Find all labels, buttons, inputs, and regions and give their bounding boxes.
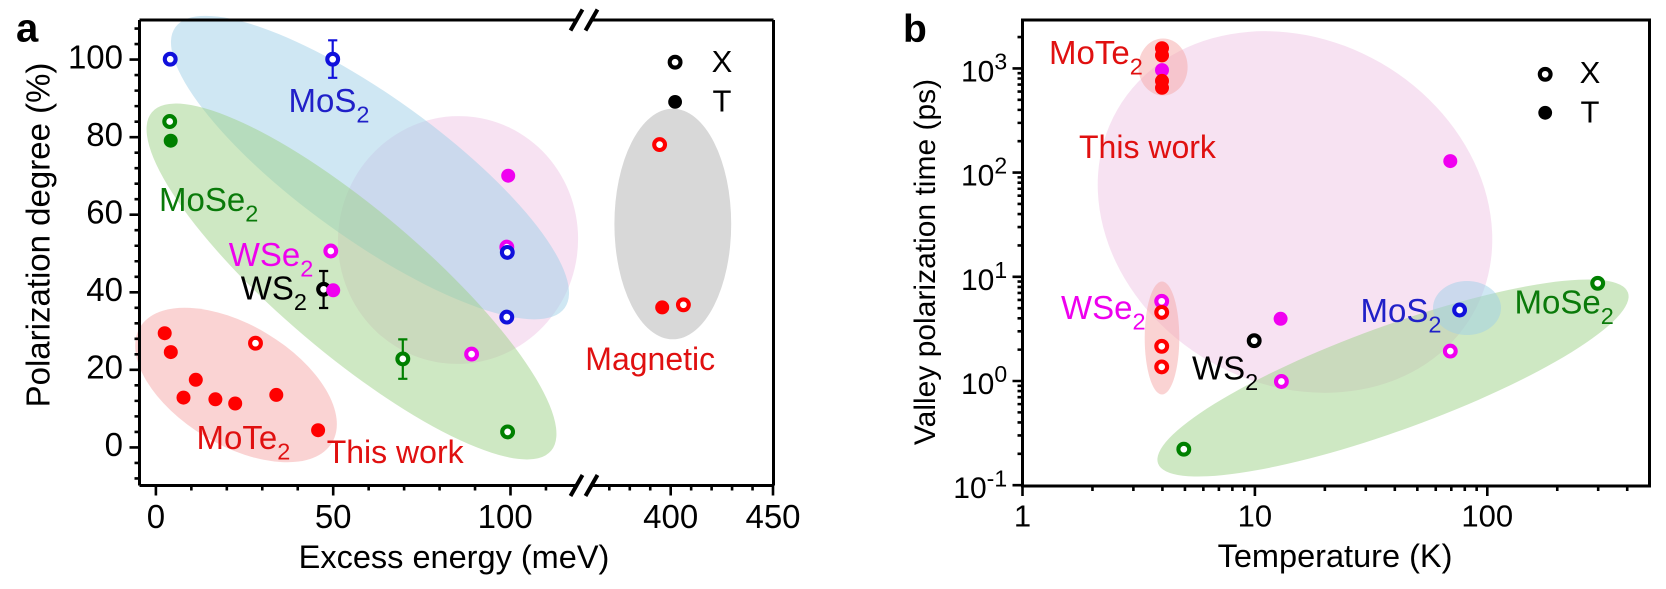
svg-text:60: 60 (86, 193, 123, 230)
svg-text:Temperature (K): Temperature (K) (1218, 538, 1453, 574)
svg-text:10: 10 (1238, 499, 1272, 534)
svg-text:100: 100 (478, 498, 533, 535)
svg-text:X: X (712, 44, 733, 79)
svg-text:Excess energy (meV): Excess energy (meV) (299, 539, 610, 575)
svg-text:100: 100 (68, 38, 123, 75)
svg-text:This work: This work (327, 434, 465, 470)
svg-text:Valley polarization time (ps): Valley polarization time (ps) (909, 79, 942, 445)
svg-text:T: T (713, 84, 732, 119)
svg-text:0: 0 (105, 426, 123, 463)
svg-text:101: 101 (961, 257, 1007, 297)
svg-text:450: 450 (745, 498, 800, 535)
svg-text:X: X (1580, 55, 1601, 90)
svg-text:Polarization degree (%): Polarization degree (%) (20, 63, 57, 408)
svg-text:50: 50 (315, 498, 352, 535)
svg-text:1: 1 (1014, 499, 1031, 534)
svg-text:40: 40 (86, 271, 123, 308)
svg-text:This work: This work (1079, 129, 1217, 165)
svg-text:0: 0 (147, 498, 165, 535)
svg-text:b: b (903, 8, 927, 51)
svg-text:10-1: 10-1 (953, 465, 1007, 505)
svg-text:80: 80 (86, 116, 123, 153)
svg-text:400: 400 (643, 498, 698, 535)
svg-text:100: 100 (1461, 499, 1513, 534)
svg-text:a: a (16, 6, 39, 50)
svg-text:Magnetic: Magnetic (585, 341, 715, 377)
svg-text:T: T (1581, 95, 1600, 130)
svg-text:20: 20 (86, 349, 123, 386)
